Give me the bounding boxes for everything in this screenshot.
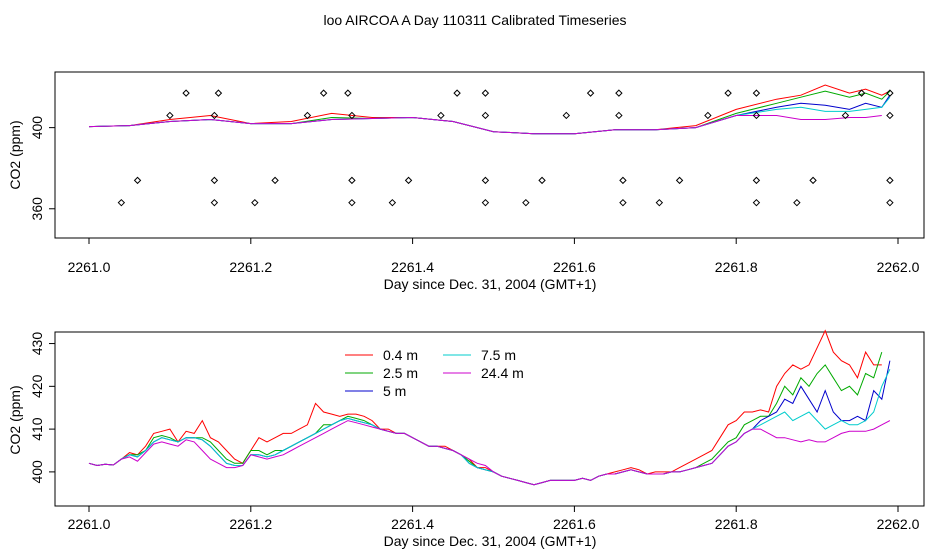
- top-x-tick-label: 2262.0: [877, 259, 920, 275]
- figure-title: loo AIRCOA A Day 110311 Calibrated Times…: [324, 12, 627, 28]
- top-marker-point: [752, 176, 761, 185]
- top-marker-point: [453, 89, 461, 97]
- top-series-line-0-4-m: [88, 84, 891, 135]
- top-marker-point: [182, 89, 190, 97]
- top-marker-point: [886, 176, 894, 185]
- bottom-y-tick-label: 400: [29, 460, 45, 484]
- bottom-x-tick-label: 2261.4: [391, 516, 434, 532]
- top-marker-point: [481, 176, 490, 185]
- top-panel: CO2 (ppm) Day since Dec. 31, 2004 (GMT+1…: [7, 71, 925, 292]
- top-marker-point: [348, 176, 356, 185]
- top-marker-point: [117, 198, 126, 207]
- bottom-y-tick-label: 430: [29, 332, 45, 356]
- top-marker-point: [752, 89, 761, 97]
- top-y-tick-label: 400: [29, 116, 45, 140]
- bottom-x-axis-label: Day since Dec. 31, 2004 (GMT+1): [384, 533, 597, 549]
- bottom-series-line-7-5-m: [88, 368, 891, 486]
- top-marker-point: [404, 176, 413, 185]
- top-marker-point: [886, 89, 894, 97]
- top-x-tick-label: 2261.2: [229, 259, 272, 275]
- top-marker-point: [210, 198, 219, 207]
- top-marker-point: [166, 111, 174, 120]
- bottom-x-tick-label: 2261.0: [68, 516, 111, 532]
- top-marker-point: [809, 176, 817, 185]
- top-marker-point: [437, 111, 445, 120]
- top-marker-point: [319, 89, 328, 97]
- top-marker-point: [841, 111, 850, 120]
- top-marker-point: [886, 111, 894, 120]
- legend-label: 2.5 m: [383, 365, 418, 381]
- top-x-tick-label: 2261.0: [68, 259, 111, 275]
- top-series-line-24-4-m: [88, 115, 882, 135]
- top-marker-point: [271, 176, 279, 185]
- legend-label: 0.4 m: [383, 347, 418, 363]
- top-marker-point: [303, 111, 312, 120]
- top-x-tick-label: 2261.8: [715, 259, 758, 275]
- top-marker-point: [522, 198, 530, 207]
- top-marker-point: [348, 111, 356, 120]
- top-marker-point: [752, 111, 761, 120]
- top-marker-point: [675, 176, 684, 185]
- top-x-tick-label: 2261.6: [553, 259, 596, 275]
- top-plot-frame: [54, 71, 925, 239]
- top-marker-point: [210, 176, 219, 185]
- legend-label: 5 m: [383, 383, 406, 399]
- top-y-tick-label: 360: [29, 197, 45, 221]
- top-marker-point: [619, 198, 627, 207]
- top-series-line-2-5-m: [88, 90, 891, 135]
- top-marker-point: [251, 198, 259, 207]
- bottom-y-axis-label: CO2 (ppm): [7, 385, 23, 454]
- top-marker-point: [481, 111, 490, 120]
- top-marker-point: [210, 111, 219, 120]
- top-marker-point: [586, 89, 595, 97]
- top-marker-point: [619, 176, 627, 185]
- top-marker-point: [388, 198, 397, 207]
- top-x-axis-label: Day since Dec. 31, 2004 (GMT+1): [384, 276, 597, 292]
- top-marker-point: [615, 89, 623, 97]
- top-marker-point: [481, 89, 490, 97]
- top-x-tick-label: 2261.4: [391, 259, 434, 275]
- top-marker-point: [752, 198, 761, 207]
- bottom-panel: CO2 (ppm) Day since Dec. 31, 2004 (GMT+1…: [7, 329, 925, 549]
- top-marker-point: [481, 198, 490, 207]
- top-marker-point: [857, 89, 866, 97]
- bottom-series-line-24-4-m: [88, 420, 891, 486]
- bottom-x-tick-label: 2262.0: [877, 516, 920, 532]
- legend: 0.4 m 2.5 m 5 m 7.5 m 24.4 m: [345, 347, 524, 399]
- top-marker-point: [538, 176, 546, 185]
- bottom-x-tick-label: 2261.8: [715, 516, 758, 532]
- legend-label: 7.5 m: [481, 347, 516, 363]
- top-marker-point: [344, 89, 352, 97]
- top-marker-point: [214, 89, 223, 97]
- bottom-x-tick-label: 2261.6: [553, 516, 596, 532]
- legend-label: 24.4 m: [481, 365, 524, 381]
- top-marker-point: [133, 176, 142, 185]
- bottom-y-tick-label: 410: [29, 417, 45, 441]
- top-marker-point: [793, 198, 801, 207]
- top-marker-point: [886, 198, 894, 207]
- top-marker-point: [655, 198, 664, 207]
- top-y-axis-label: CO2 (ppm): [7, 120, 23, 189]
- bottom-y-tick-label: 420: [29, 374, 45, 398]
- top-marker-point: [562, 111, 571, 120]
- bottom-series-line-0-4-m: [88, 329, 882, 486]
- top-marker-point: [724, 89, 732, 97]
- bottom-plot-frame: [54, 331, 925, 507]
- top-marker-point: [615, 111, 623, 120]
- top-marker-point: [704, 111, 712, 120]
- bottom-x-tick-label: 2261.2: [229, 516, 272, 532]
- top-marker-point: [348, 198, 356, 207]
